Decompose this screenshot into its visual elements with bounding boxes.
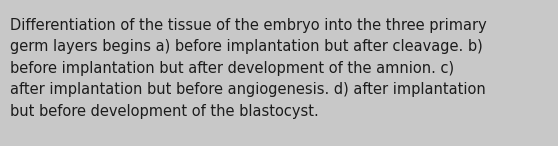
Text: Differentiation of the tissue of the embryo into the three primary
germ layers b: Differentiation of the tissue of the emb… [10, 18, 487, 119]
